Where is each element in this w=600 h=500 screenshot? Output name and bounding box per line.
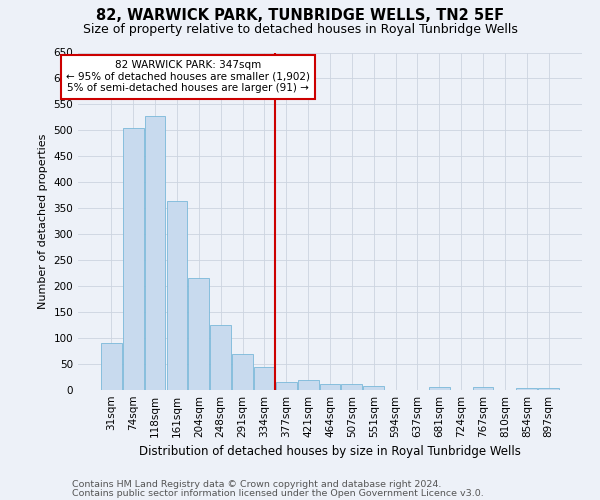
Bar — [145, 116, 166, 390]
Bar — [538, 388, 559, 390]
Bar — [254, 367, 275, 390]
Text: Size of property relative to detached houses in Royal Tunbridge Wells: Size of property relative to detached ho… — [83, 22, 517, 36]
Bar — [210, 324, 231, 390]
X-axis label: Distribution of detached houses by size in Royal Tunbridge Wells: Distribution of detached houses by size … — [139, 446, 521, 458]
Text: 82, WARWICK PARK, TUNBRIDGE WELLS, TN2 5EF: 82, WARWICK PARK, TUNBRIDGE WELLS, TN2 5… — [96, 8, 504, 22]
Text: Contains public sector information licensed under the Open Government Licence v3: Contains public sector information licen… — [72, 488, 484, 498]
Bar — [167, 201, 187, 390]
Bar — [123, 128, 143, 390]
Bar — [341, 384, 362, 390]
Bar — [517, 388, 537, 390]
Bar — [429, 387, 450, 390]
Bar — [276, 382, 296, 390]
Bar — [232, 354, 253, 390]
Bar — [101, 344, 122, 390]
Bar — [298, 380, 319, 390]
Text: 82 WARWICK PARK: 347sqm
← 95% of detached houses are smaller (1,902)
5% of semi-: 82 WARWICK PARK: 347sqm ← 95% of detache… — [66, 60, 310, 94]
Bar — [473, 388, 493, 390]
Text: Contains HM Land Registry data © Crown copyright and database right 2024.: Contains HM Land Registry data © Crown c… — [72, 480, 442, 489]
Bar — [188, 278, 209, 390]
Bar — [320, 384, 340, 390]
Bar — [364, 386, 384, 390]
Y-axis label: Number of detached properties: Number of detached properties — [38, 134, 48, 309]
